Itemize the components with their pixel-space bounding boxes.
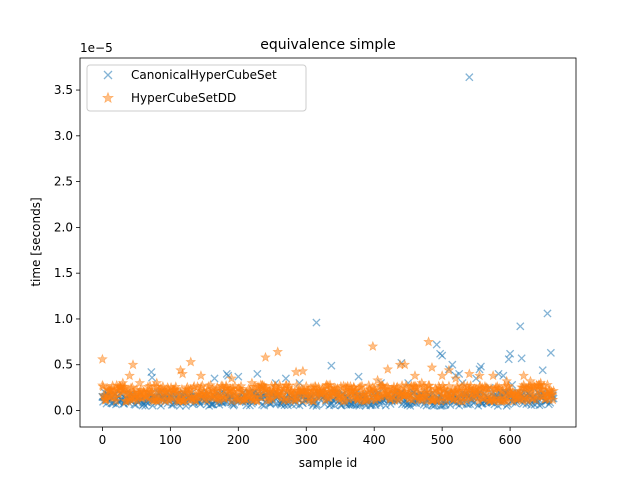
y-axis-ticks: 0.0 0.5 1.0 1.5 2.0 2.5 3.0 3.5	[54, 83, 80, 418]
star-marker	[110, 395, 122, 406]
x-marker	[476, 362, 485, 371]
x-marker	[234, 372, 243, 381]
legend-label-hypercubesetdd: HyperCubeSetDD	[131, 91, 236, 105]
star-marker	[542, 379, 553, 390]
x-marker	[546, 348, 555, 357]
star-marker	[382, 363, 394, 374]
star-marker	[151, 377, 163, 388]
x-tick-label: 400	[363, 433, 386, 447]
star-marker	[423, 336, 434, 347]
x-tick-label: 300	[295, 433, 318, 447]
series-hypercubesetdd-points	[97, 336, 559, 406]
y-tick-label: 0.0	[54, 404, 73, 418]
star-marker	[426, 361, 438, 373]
star-marker	[547, 394, 559, 405]
star-marker	[291, 379, 303, 390]
x-marker	[327, 361, 336, 370]
x-marker	[103, 70, 113, 80]
x-marker	[499, 371, 508, 380]
legend-label-canonicalhypercubeset: CanonicalHyperCubeSet	[131, 68, 277, 82]
star-marker	[463, 368, 475, 379]
y-axis-scale-offset: 1e−5	[80, 41, 113, 55]
star-marker	[119, 381, 131, 392]
star-marker	[409, 370, 421, 381]
x-marker	[312, 318, 321, 327]
star-marker	[124, 370, 135, 381]
star-marker	[399, 359, 411, 370]
star-marker	[297, 365, 309, 376]
star-marker	[127, 359, 139, 370]
star-marker	[101, 91, 115, 104]
x-marker	[253, 369, 262, 378]
x-marker	[516, 322, 525, 331]
x-tick-label: 600	[499, 433, 522, 447]
star-marker	[170, 381, 182, 392]
x-marker	[506, 349, 515, 358]
star-marker	[147, 387, 159, 398]
plot-frame	[79, 57, 577, 428]
y-tick-label: 1.5	[54, 266, 73, 280]
star-marker	[195, 370, 207, 381]
star-marker	[292, 392, 303, 403]
y-tick-label: 1.0	[54, 312, 73, 326]
star-marker	[166, 392, 178, 403]
star-marker	[450, 372, 462, 384]
x-marker	[538, 366, 547, 375]
star-marker	[272, 346, 284, 357]
star-marker	[367, 340, 379, 352]
star-marker	[525, 375, 536, 386]
x-tick-label: 200	[227, 433, 250, 447]
x-marker	[494, 369, 503, 378]
y-tick-label: 3.0	[54, 129, 73, 143]
x-marker	[517, 354, 526, 363]
x-axis-ticks: 0 100 200 300 400 500 600	[99, 427, 522, 447]
y-tick-label: 2.5	[54, 175, 73, 189]
star-marker	[501, 375, 513, 386]
star-marker	[196, 380, 208, 391]
x-tick-label: 0	[99, 433, 107, 447]
x-tick-label: 500	[431, 433, 454, 447]
star-marker	[254, 391, 266, 402]
x-tick-label: 100	[159, 433, 182, 447]
x-marker	[465, 73, 474, 82]
x-marker	[354, 372, 363, 381]
x-marker	[543, 309, 552, 318]
x-marker	[448, 360, 457, 369]
star-marker	[443, 364, 455, 375]
y-tick-label: 3.5	[54, 83, 73, 97]
x-marker	[210, 374, 219, 383]
star-marker	[436, 370, 448, 381]
star-marker	[134, 377, 146, 388]
chart-title: equivalence simple	[260, 37, 395, 53]
star-marker	[260, 351, 271, 362]
star-marker	[487, 370, 499, 381]
star-marker	[97, 353, 108, 364]
star-marker	[548, 385, 559, 396]
star-marker	[177, 368, 188, 379]
legend-marker-x-icon	[103, 70, 113, 80]
x-marker	[147, 373, 157, 382]
x-marker	[438, 351, 447, 360]
star-marker	[185, 356, 197, 367]
x-marker	[432, 340, 441, 349]
x-marker	[281, 374, 290, 383]
y-axis-label: time [seconds]	[29, 197, 43, 286]
star-marker	[372, 374, 383, 385]
legend-box	[86, 64, 307, 112]
star-marker	[474, 370, 485, 381]
legend-marker-star-icon	[101, 91, 115, 104]
legend: CanonicalHyperCubeSet HyperCubeSetDD	[86, 64, 307, 112]
x-axis-label: sample id	[299, 456, 357, 470]
y-tick-label: 2.0	[54, 220, 73, 234]
star-marker	[226, 372, 237, 384]
y-tick-label: 0.5	[54, 358, 73, 372]
star-marker	[518, 370, 530, 381]
